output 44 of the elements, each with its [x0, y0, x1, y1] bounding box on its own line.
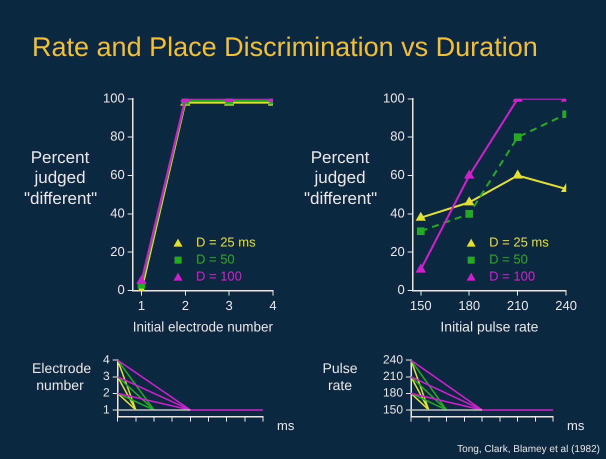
y-tick-label: 2 [102, 386, 110, 400]
y-tick-label: 0 [117, 282, 125, 298]
y-tick-label: 1 [102, 402, 110, 416]
x-tick-label: 240 [555, 298, 578, 313]
y-tick-label: 4 [102, 352, 110, 367]
y-tick-label: 240 [382, 352, 404, 367]
y-tick-label: 80 [110, 128, 125, 144]
y-tick-label: 180 [382, 386, 404, 400]
x-axis-title: ms [567, 418, 584, 433]
y-tick-label: 20 [390, 244, 405, 259]
legend-label: D = 25 ms [489, 234, 550, 250]
legend-label: D = 25 ms [196, 234, 256, 250]
y-tick-label: 60 [110, 167, 125, 182]
text: Tong, Clark, Blamey et al (1982) [457, 444, 600, 455]
legend-label: D = 100 [196, 268, 242, 284]
y-tick-label: 100 [382, 90, 405, 106]
x-axis-title: Initial pulse rate [440, 318, 539, 334]
y-axis-title: Electrode number [31, 360, 92, 394]
legend-label: D = 100 [489, 268, 536, 284]
y-axis-title: Pulse rate [321, 360, 359, 394]
legend-label: D = 50 [196, 252, 235, 267]
x-tick-label: 1 [138, 298, 146, 313]
y-tick-label: 3 [102, 369, 110, 384]
y-tick-label: 60 [390, 167, 405, 182]
x-axis-title: Initial electrode number [132, 319, 274, 335]
y-tick-label: 80 [390, 128, 405, 144]
y-tick-label: 210 [382, 369, 404, 384]
x-tick-label: 2 [182, 298, 189, 313]
x-axis-title: ms [277, 418, 294, 433]
x-tick-label: 3 [226, 298, 233, 313]
y-tick-label: 0 [397, 282, 405, 298]
y-tick-label: 100 [102, 90, 125, 106]
legend-label: D = 50 [489, 252, 528, 267]
x-tick-label: 150 [410, 298, 432, 313]
y-tick-label: 40 [110, 205, 125, 220]
x-tick-label: 4 [269, 298, 277, 313]
x-tick-label: 180 [458, 298, 480, 313]
y-tick-label: 150 [382, 402, 404, 416]
y-tick-label: 40 [390, 205, 405, 220]
y-axis-title: Percent judged "different" [303, 148, 378, 210]
y-axis-title: Percent judged "different" [23, 148, 98, 210]
y-tick-label: 20 [110, 244, 125, 259]
x-tick-label: 210 [506, 298, 529, 313]
chart-title: Rate and Place Discrimination vs Duration [32, 32, 538, 63]
